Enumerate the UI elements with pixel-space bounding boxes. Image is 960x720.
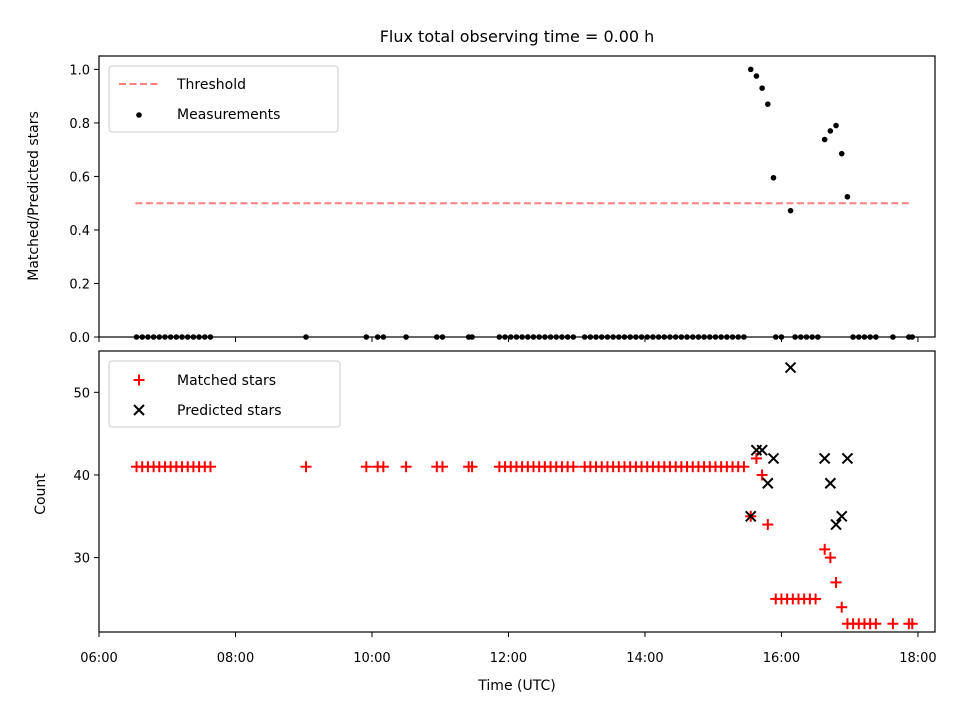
measurement-point — [821, 136, 828, 143]
legend-matched-swatch — [133, 374, 145, 386]
matched-star-point — [830, 576, 842, 588]
measurement-point — [838, 150, 845, 157]
predicted-star-point — [824, 477, 837, 489]
matched-star-point — [436, 461, 448, 473]
x-tick-label: 16:00 — [763, 651, 800, 666]
matched-star-point — [738, 461, 750, 473]
bottom-y-tick-label: 40 — [73, 469, 90, 484]
bottom-legend: Matched stars Predicted stars — [108, 360, 341, 428]
chart-title: Flux total observing time = 0.00 h — [380, 27, 655, 46]
matched-star-point — [887, 618, 899, 630]
matched-star-point — [567, 461, 579, 473]
matched-star-point — [819, 543, 831, 555]
matched-star-point — [360, 461, 372, 473]
predicted-star-point — [818, 452, 831, 465]
top-y-tick-label: 0.2 — [69, 277, 90, 292]
top-y-tick-label: 1.0 — [69, 63, 90, 78]
legend-matched-label: Matched stars — [177, 373, 276, 389]
matched-star-point — [824, 552, 836, 564]
bottom-y-axis-label: Count — [33, 473, 49, 515]
bottom-y-tick-label: 30 — [73, 552, 90, 567]
top-panel: 0.0 0.2 0.4 0.6 0.8 1.0 Threshold Measurements — [69, 55, 936, 346]
predicted-star-point — [767, 452, 780, 465]
matched-star-point — [400, 461, 412, 473]
matched-star-point — [756, 469, 768, 481]
matched-star-point — [750, 452, 762, 464]
top-legend: Threshold Measurements — [108, 65, 339, 133]
top-y-tick-label: 0.0 — [69, 331, 90, 346]
x-tick-label: 12:00 — [490, 651, 527, 666]
legend-measurements-label: Measurements — [177, 107, 280, 123]
measurement-point — [747, 66, 754, 73]
matched-star-point — [300, 461, 312, 473]
predicted-star-point — [830, 518, 842, 531]
matched-star-point — [762, 519, 774, 531]
top-y-tick-label: 0.8 — [69, 117, 90, 132]
x-tick-label: 10:00 — [353, 651, 390, 666]
x-tick-label: 14:00 — [626, 651, 663, 666]
x-axis-label: Time (UTC) — [477, 678, 555, 694]
matched-star-point — [466, 461, 478, 473]
bottom-axes-frame — [98, 350, 936, 633]
matched-star-point — [870, 618, 882, 630]
legend-threshold-label: Threshold — [176, 77, 246, 93]
measurement-point — [787, 207, 794, 214]
predicted-star-point — [784, 361, 797, 374]
top-y-tick-label: 0.4 — [69, 224, 90, 239]
measurement-point — [770, 174, 777, 181]
bottom-y-tick-label: 50 — [73, 386, 90, 401]
x-tick-label: 18:00 — [899, 651, 936, 666]
measurement-point — [827, 128, 834, 134]
predicted-star-point — [836, 510, 848, 523]
matched-star-point — [204, 461, 216, 473]
matched-star-point — [836, 601, 848, 613]
legend-predicted-label: Predicted stars — [177, 403, 282, 419]
top-y-axis-label: Matched/Predicted stars — [26, 111, 42, 281]
legend-predicted-swatch — [133, 404, 145, 416]
top-y-tick-label: 0.6 — [69, 170, 90, 185]
x-tick-label: 06:00 — [80, 651, 117, 666]
x-tick-label: 08:00 — [217, 651, 254, 666]
bottom-legend-box — [108, 360, 341, 428]
matched-star-point — [906, 618, 918, 630]
matched-star-point — [810, 593, 822, 605]
legend-measurements-swatch — [136, 112, 142, 118]
measurement-point — [844, 193, 851, 200]
matched-star-point — [377, 461, 389, 473]
predicted-star-point — [841, 452, 854, 465]
measurement-point — [753, 73, 760, 79]
predicted-star-point — [756, 444, 768, 456]
predicted-star-point — [745, 510, 757, 523]
bottom-panel: 30 40 50 06:00 08:00 10:00 12:00 14:00 16:00 18:0… — [73, 350, 937, 666]
measurement-point — [759, 85, 765, 91]
measurement-point — [833, 122, 839, 129]
top-axes-frame — [98, 55, 936, 338]
top-legend-box — [108, 65, 339, 133]
measurement-point — [765, 101, 771, 107]
predicted-star-point — [762, 477, 774, 489]
